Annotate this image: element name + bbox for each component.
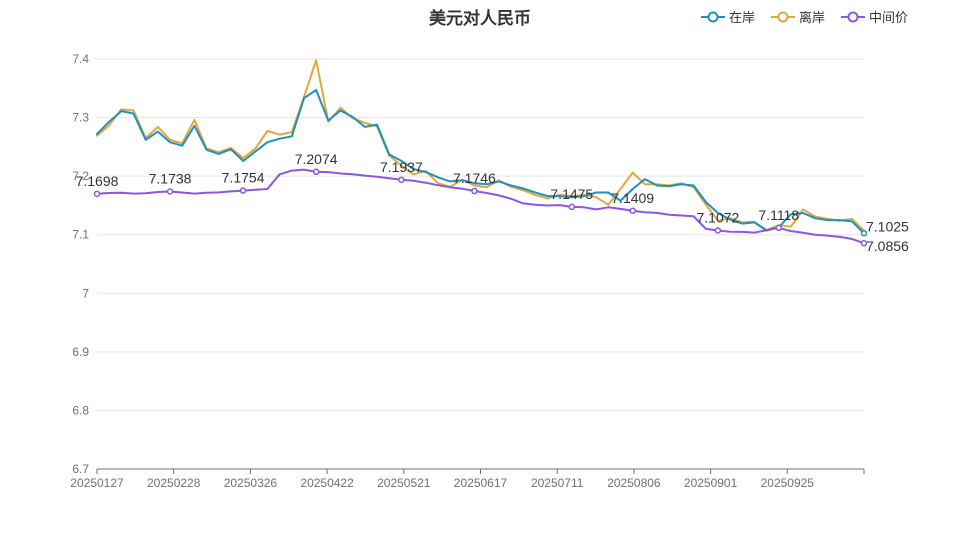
- data-label: 7.1698: [76, 173, 119, 189]
- x-tick-label: 20250711: [531, 476, 584, 490]
- y-tick-label: 6.9: [72, 345, 89, 359]
- legend-label-offshore: 离岸: [798, 10, 825, 25]
- x-tick-label: 20250521: [377, 476, 431, 490]
- data-label: 7.1475: [550, 186, 593, 202]
- x-tick-label: 20250228: [147, 476, 201, 490]
- data-label: 7.0856: [866, 238, 909, 254]
- y-tick-label: 6.8: [72, 403, 89, 417]
- legend-item-onshore[interactable]: 在岸: [700, 7, 755, 26]
- legend-label-central-parity: 中间价: [868, 10, 908, 25]
- data-point: [312, 168, 320, 176]
- y-tick-label: 7.1: [72, 228, 89, 242]
- data-label: 7.1746: [453, 170, 496, 186]
- data-point: [714, 227, 722, 234]
- data-point: [471, 187, 478, 195]
- data-label: 7.1409: [611, 190, 654, 206]
- series-line-offshore: [96, 59, 865, 232]
- x-tick-label: 20250422: [300, 476, 354, 490]
- legend-item-central-parity[interactable]: 中间价: [840, 7, 908, 26]
- y-tick-label: 7.3: [72, 111, 89, 125]
- y-tick-label: 6.7: [72, 462, 89, 476]
- data-point: [775, 224, 783, 232]
- data-label: 7.2074: [295, 151, 338, 167]
- data-point: [568, 203, 576, 211]
- x-tick-label: 20250925: [761, 476, 815, 490]
- data-point: [166, 188, 174, 195]
- data-label: 7.1738: [149, 170, 192, 186]
- data-point: [93, 190, 101, 198]
- data-point: [860, 239, 868, 247]
- y-tick-label: 7.4: [72, 52, 89, 66]
- y-tick-label: 7.2: [72, 169, 89, 183]
- legend-item-offshore[interactable]: 离岸: [770, 7, 825, 26]
- x-tick-label: 20250127: [70, 476, 124, 490]
- data-point: [239, 187, 247, 194]
- x-tick-label: 20250806: [607, 476, 661, 490]
- x-tick-label: 20250901: [684, 476, 738, 490]
- legend-central-parity-marker-icon: [840, 11, 865, 22]
- legend-onshore-marker-icon: [700, 11, 725, 22]
- data-label: 7.1937: [380, 159, 423, 175]
- data-label: 7.1072: [696, 209, 739, 225]
- data-point: [860, 230, 868, 237]
- series-line-central-parity: [96, 168, 865, 245]
- legend-label-onshore: 在岸: [728, 10, 755, 25]
- data-label: 7.1025: [866, 218, 909, 234]
- data-label: 7.1754: [222, 170, 265, 186]
- y-tick-label: 7: [82, 286, 89, 300]
- data-point: [629, 207, 636, 215]
- series-line-onshore: [96, 89, 865, 235]
- chart-title: 美元对人民币: [429, 9, 531, 28]
- x-tick-label: 20250617: [454, 476, 508, 490]
- legend: 在岸 离岸 中间价: [700, 7, 908, 26]
- data-point: [398, 176, 405, 184]
- legend-offshore-marker-icon: [770, 11, 795, 22]
- data-label: 7.1118: [758, 207, 799, 223]
- x-tick-label: 20250326: [224, 476, 278, 490]
